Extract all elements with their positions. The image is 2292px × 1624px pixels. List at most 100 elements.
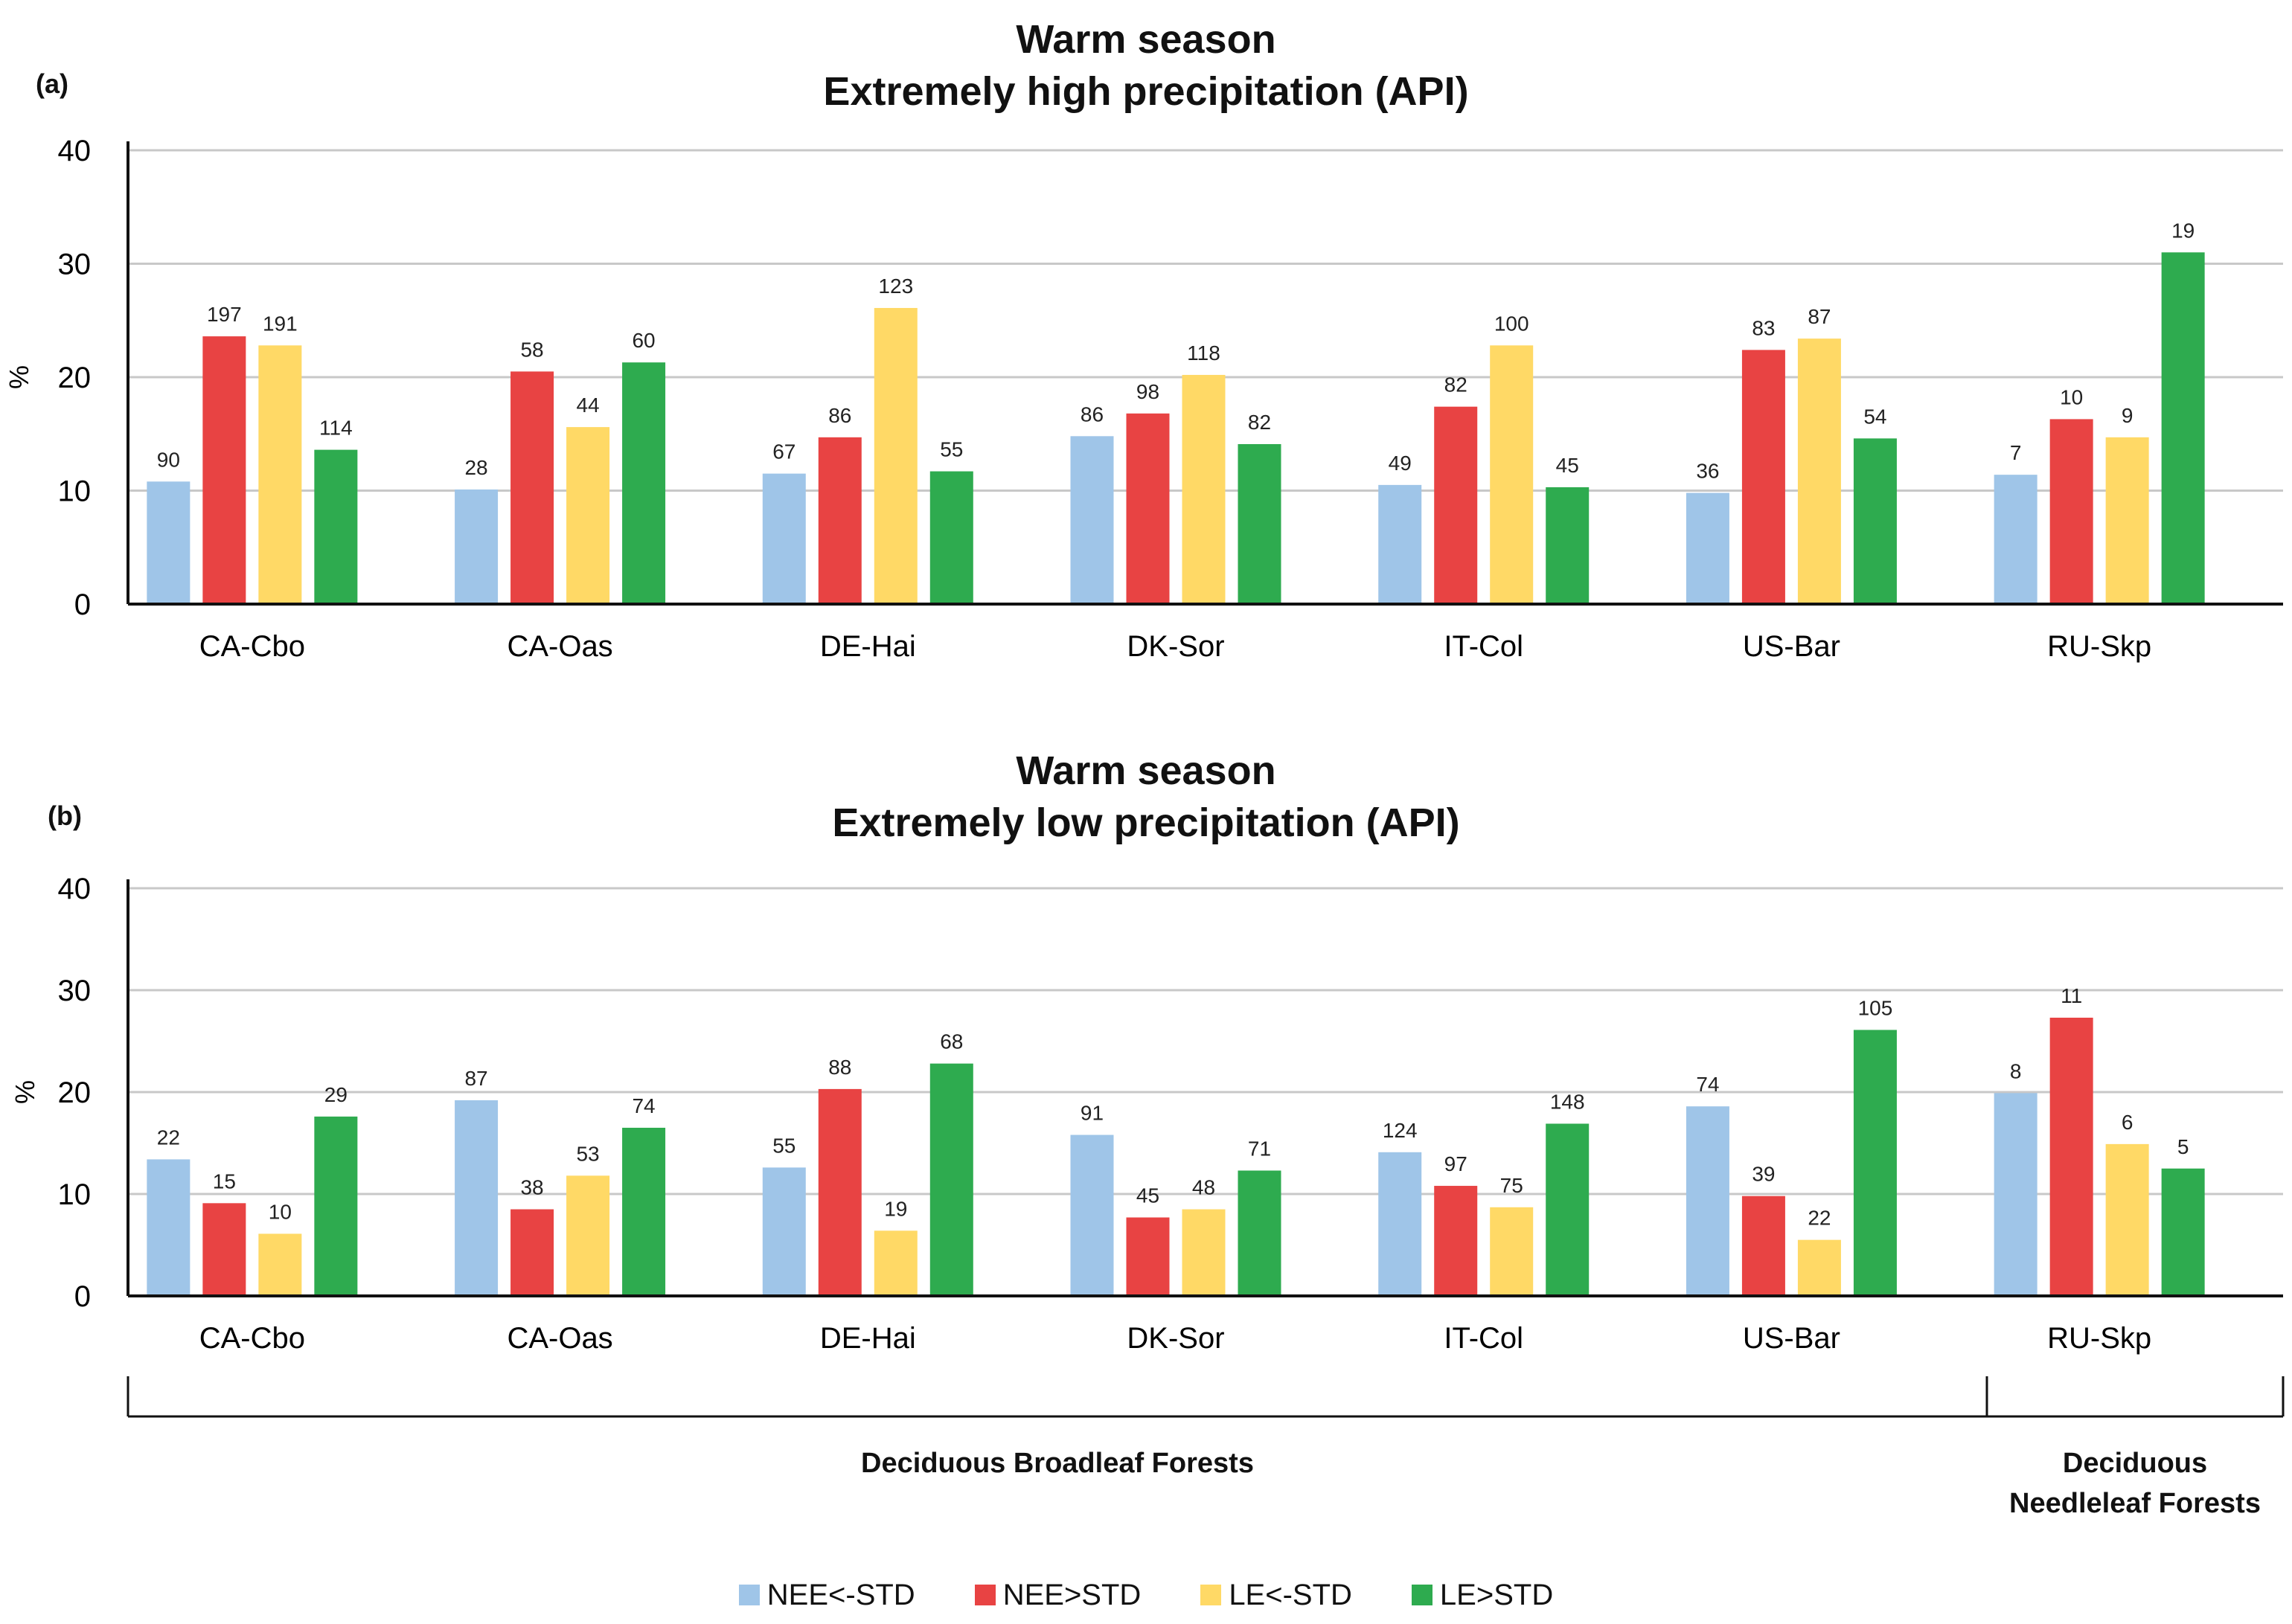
bar-count-label-b-ca-cbo-le-std: 10 bbox=[269, 1200, 292, 1223]
bar-count-label-a-dk-sor-nee-std: 86 bbox=[1081, 402, 1104, 426]
bar-a-dk-sor-nee-std bbox=[1070, 436, 1114, 604]
bar-b-it-col-le-std bbox=[1546, 1123, 1590, 1296]
bar-count-label-b-us-bar-nee-std: 39 bbox=[1752, 1163, 1775, 1186]
bar-count-label-b-ca-cbo-le-std: 29 bbox=[324, 1083, 348, 1106]
x-tick-label-a-ru-skp: RU-Skp bbox=[2047, 630, 2151, 663]
bar-count-label-a-us-bar-le-std: 87 bbox=[1808, 305, 1831, 328]
bar-b-ca-cbo-le-std bbox=[258, 1233, 302, 1296]
bar-count-label-b-us-bar-le-std: 105 bbox=[1858, 996, 1893, 1019]
bar-a-ca-oas-le-std bbox=[622, 362, 666, 604]
x-tick-label-a-us-bar: US-Bar bbox=[1743, 630, 1840, 663]
bar-count-label-a-it-col-le-std: 100 bbox=[1494, 312, 1529, 335]
y-tick-label-b-40: 40 bbox=[58, 873, 92, 905]
bar-count-label-a-ca-cbo-le-std: 114 bbox=[319, 417, 353, 440]
bar-count-label-b-ca-oas-le-std: 53 bbox=[576, 1142, 599, 1165]
bar-count-label-b-us-bar-le-std: 22 bbox=[1808, 1207, 1831, 1230]
bar-a-it-col-nee-std bbox=[1434, 406, 1478, 604]
forest-group-bracket bbox=[127, 1376, 2285, 1418]
bar-a-ru-skp-nee-std bbox=[1994, 475, 2037, 604]
legend-item-le-high: LE>STD bbox=[1411, 1579, 1553, 1612]
bar-b-us-bar-le-std bbox=[1797, 1239, 1841, 1296]
bar-count-label-b-us-bar-nee-std: 74 bbox=[1696, 1073, 1719, 1096]
panel-b-title-line2: Extremely low precipitation (API) bbox=[832, 800, 1460, 845]
bar-count-label-a-ca-oas-le-std: 60 bbox=[632, 329, 655, 352]
bar-count-label-a-dk-sor-nee-std: 98 bbox=[1136, 380, 1159, 403]
legend-swatch-nee-high bbox=[974, 1585, 996, 1605]
bar-a-de-hai-nee-std bbox=[762, 473, 806, 604]
bar-count-label-a-ru-skp-le-std: 9 bbox=[2122, 404, 2133, 427]
bar-count-label-a-ca-cbo-le-std: 191 bbox=[263, 312, 298, 335]
bar-count-label-b-it-col-nee-std: 124 bbox=[1383, 1119, 1418, 1142]
bar-count-label-a-ru-skp-le-std: 19 bbox=[2171, 219, 2195, 242]
bar-count-label-b-de-hai-nee-std: 55 bbox=[772, 1134, 796, 1157]
bar-count-label-b-it-col-le-std: 148 bbox=[1550, 1090, 1585, 1113]
legend-swatch-nee-low bbox=[738, 1585, 760, 1605]
bar-count-label-b-ca-cbo-nee-std: 22 bbox=[157, 1126, 180, 1149]
bar-a-ca-oas-le-std bbox=[566, 427, 610, 604]
bar-b-de-hai-nee-std bbox=[762, 1167, 806, 1296]
panel-a-letter: (a) bbox=[36, 68, 68, 99]
bar-count-label-b-dk-sor-le-std: 71 bbox=[1248, 1137, 1271, 1160]
bar-b-dk-sor-nee-std bbox=[1070, 1134, 1114, 1296]
bar-count-label-a-dk-sor-le-std: 118 bbox=[1187, 341, 1220, 365]
bar-a-de-hai-le-std bbox=[874, 307, 918, 604]
bar-count-label-a-us-bar-nee-std: 83 bbox=[1752, 316, 1775, 339]
bar-b-ca-oas-le-std bbox=[622, 1127, 666, 1296]
panel-a-title-line2: Extremely high precipitation (API) bbox=[823, 69, 1469, 114]
y-tick-label-a-10: 10 bbox=[58, 475, 92, 508]
bar-count-label-a-ca-oas-nee-std: 28 bbox=[464, 456, 487, 479]
x-tick-label-b-ca-cbo: CA-Cbo bbox=[199, 1322, 305, 1355]
bar-count-label-b-ca-oas-nee-std: 87 bbox=[464, 1067, 487, 1090]
bar-b-ca-cbo-nee-std bbox=[202, 1203, 246, 1296]
bar-b-us-bar-le-std bbox=[1853, 1030, 1897, 1296]
bar-count-label-b-dk-sor-nee-std: 91 bbox=[1081, 1102, 1104, 1125]
bar-count-label-a-de-hai-le-std: 123 bbox=[878, 275, 913, 298]
bar-a-dk-sor-le-std bbox=[1238, 443, 1281, 604]
bar-count-label-a-it-col-le-std: 45 bbox=[1556, 454, 1579, 477]
x-tick-label-a-ca-cbo: CA-Cbo bbox=[199, 630, 305, 663]
bar-a-ca-cbo-nee-std bbox=[202, 336, 246, 604]
bar-count-label-b-ru-skp-nee-std: 8 bbox=[2010, 1059, 2022, 1082]
x-tick-label-b-de-hai: DE-Hai bbox=[820, 1322, 916, 1355]
y-tick-label-a-40: 40 bbox=[58, 135, 92, 167]
x-tick-label-b-ca-oas: CA-Oas bbox=[507, 1322, 612, 1355]
x-tick-label-a-dk-sor: DK-Sor bbox=[1127, 630, 1224, 663]
bar-b-dk-sor-le-std bbox=[1238, 1170, 1281, 1296]
bar-count-label-b-ru-skp-le-std: 6 bbox=[2122, 1111, 2133, 1134]
bar-a-ca-oas-nee-std bbox=[455, 489, 499, 604]
bar-count-label-a-de-hai-le-std: 55 bbox=[940, 438, 963, 461]
bar-b-dk-sor-nee-std bbox=[1126, 1217, 1170, 1296]
bar-count-label-a-ca-cbo-nee-std: 197 bbox=[207, 303, 242, 326]
bar-b-ru-skp-le-std bbox=[2161, 1168, 2205, 1296]
x-tick-label-b-dk-sor: DK-Sor bbox=[1127, 1322, 1224, 1355]
bar-b-ca-oas-nee-std bbox=[510, 1209, 554, 1296]
group-label-needleleaf-line2: Needleleaf Forests bbox=[2009, 1488, 2261, 1519]
y-axis-label-b: % bbox=[10, 1080, 40, 1104]
bar-count-label-a-us-bar-le-std: 54 bbox=[1863, 405, 1886, 428]
legend-swatch-le-high bbox=[1411, 1585, 1432, 1605]
bar-b-it-col-le-std bbox=[1490, 1207, 1534, 1296]
x-tick-label-a-de-hai: DE-Hai bbox=[820, 630, 916, 663]
x-tick-label-a-it-col: IT-Col bbox=[1444, 630, 1523, 663]
bar-b-ru-skp-nee-std bbox=[1994, 1093, 2037, 1296]
bar-count-label-a-ca-oas-nee-std: 58 bbox=[520, 338, 543, 361]
x-tick-label-b-it-col: IT-Col bbox=[1444, 1322, 1523, 1355]
bar-a-ru-skp-le-std bbox=[2161, 252, 2205, 604]
y-axis-label-a: % bbox=[4, 365, 34, 389]
bar-count-label-b-de-hai-nee-std: 88 bbox=[828, 1056, 851, 1079]
legend-swatch-le-low bbox=[1200, 1585, 1222, 1605]
bar-b-ca-cbo-le-std bbox=[314, 1116, 358, 1296]
bar-a-de-hai-le-std bbox=[929, 471, 973, 604]
legend-item-le-low: LE<-STD bbox=[1200, 1579, 1352, 1612]
legend: NEE<-STD NEE>STD LE<-STD LE>STD bbox=[0, 1573, 2292, 1617]
panel-b-letter: (b) bbox=[48, 800, 82, 831]
chart-b: 010203040%22151029CA-Cbo87385374CA-Oas55… bbox=[10, 873, 2283, 1355]
bar-a-it-col-le-std bbox=[1490, 345, 1534, 604]
bar-count-label-a-de-hai-nee-std: 67 bbox=[772, 440, 796, 463]
bar-count-label-a-it-col-nee-std: 82 bbox=[1444, 373, 1467, 397]
bar-count-label-b-ca-oas-nee-std: 38 bbox=[520, 1176, 543, 1199]
legend-label-nee-low: NEE<-STD bbox=[766, 1578, 915, 1611]
bar-count-label-a-ru-skp-nee-std: 10 bbox=[2060, 385, 2083, 408]
bar-b-ca-cbo-nee-std bbox=[147, 1159, 191, 1296]
